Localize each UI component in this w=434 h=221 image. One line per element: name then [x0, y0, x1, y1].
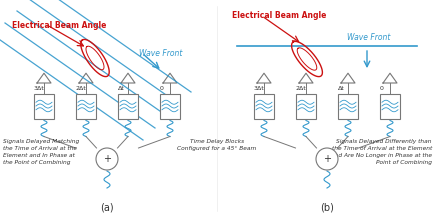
- Text: 0: 0: [160, 86, 164, 91]
- Text: Signals Delayed Differently than
the Time of Arrival at the Element
and Are No L: Signals Delayed Differently than the Tim…: [330, 139, 431, 165]
- Text: +: +: [322, 154, 330, 164]
- Text: Wave Front: Wave Front: [139, 49, 182, 58]
- Text: 0: 0: [379, 86, 383, 91]
- Bar: [253, 93, 273, 118]
- Bar: [160, 93, 180, 118]
- Bar: [337, 93, 357, 118]
- Text: Time Delay Blocks
Configured for a 45° Beam: Time Delay Blocks Configured for a 45° B…: [177, 139, 256, 151]
- Text: 3Δt: 3Δt: [34, 86, 45, 91]
- Text: Wave Front: Wave Front: [346, 33, 389, 42]
- Text: Electrical Beam Angle: Electrical Beam Angle: [231, 11, 326, 20]
- Text: 2Δt: 2Δt: [295, 86, 306, 91]
- Circle shape: [315, 148, 337, 170]
- Text: 3Δt: 3Δt: [253, 86, 264, 91]
- Bar: [76, 93, 96, 118]
- Bar: [34, 93, 54, 118]
- Text: +: +: [103, 154, 111, 164]
- Text: (a): (a): [100, 203, 114, 213]
- Bar: [295, 93, 315, 118]
- Circle shape: [96, 148, 118, 170]
- Text: Signals Delayed Matching
the Time of Arrival at the
Element and In Phase at
the : Signals Delayed Matching the Time of Arr…: [3, 139, 79, 165]
- Bar: [118, 93, 138, 118]
- Text: Δt: Δt: [337, 86, 344, 91]
- Bar: [379, 93, 399, 118]
- Text: Electrical Beam Angle: Electrical Beam Angle: [12, 21, 106, 30]
- Text: Δt: Δt: [118, 86, 125, 91]
- Text: 2Δt: 2Δt: [76, 86, 86, 91]
- Text: (b): (b): [319, 203, 333, 213]
